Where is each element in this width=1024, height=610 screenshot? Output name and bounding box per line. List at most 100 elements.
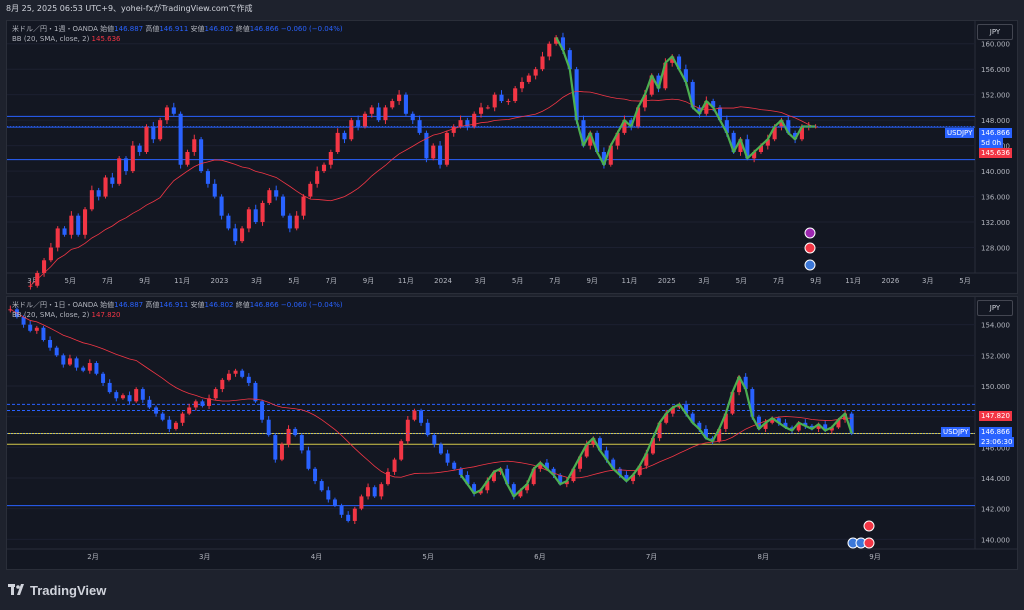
candle-body <box>167 419 172 429</box>
candle-body <box>287 215 292 229</box>
candle-body <box>352 508 357 521</box>
daily-chart-panel[interactable]: 154.000152.000150.000148.000146.000144.0… <box>6 296 1018 570</box>
candle-body <box>280 196 286 216</box>
currency-button[interactable]: JPY <box>977 300 1013 316</box>
candle-body <box>342 132 347 140</box>
candle-body <box>584 444 589 457</box>
candle-body <box>823 424 828 431</box>
candle-body <box>518 490 523 497</box>
candle-body <box>636 107 641 127</box>
candle-body <box>591 438 596 445</box>
x-tick-label: 8月 <box>758 553 769 561</box>
candle-body <box>649 75 654 95</box>
candle-body <box>506 101 511 103</box>
candle-body <box>595 132 600 152</box>
candle-body <box>34 327 39 331</box>
candle-body <box>28 285 33 287</box>
candle-body <box>160 413 165 420</box>
candle-body <box>390 101 395 108</box>
candle-body <box>213 389 218 399</box>
candle-body <box>253 382 258 402</box>
candle-body <box>445 453 450 463</box>
event-marker-icon <box>863 537 875 549</box>
daily-ohlc-legend: 米ドル／円・1日・OANDA 始値146.887 高値146.911 安値146… <box>12 300 343 310</box>
legend-open: 146.887 <box>114 25 144 33</box>
candle-body <box>567 50 572 70</box>
candle-body <box>103 177 108 197</box>
candle-body <box>359 496 364 509</box>
candle-body <box>293 428 298 436</box>
candle-body <box>185 152 190 165</box>
candle-body <box>485 481 490 491</box>
candle-body <box>87 363 92 371</box>
candle-body <box>349 120 354 140</box>
legend-high: 146.911 <box>159 25 189 33</box>
candle-body <box>451 126 456 133</box>
footer: TradingView <box>0 572 1024 610</box>
candle-body <box>74 358 79 368</box>
candle-body <box>615 132 620 146</box>
x-tick-label: 3月 <box>698 277 709 285</box>
candle-body <box>499 94 504 102</box>
candle-body <box>120 395 125 399</box>
candle-body <box>711 101 716 108</box>
x-tick-label: 2月 <box>87 553 98 561</box>
candle-body <box>571 468 576 482</box>
candle-body <box>664 413 669 423</box>
candle-body <box>723 413 728 429</box>
bb-value: 147.820 <box>91 311 121 319</box>
candle-body <box>513 88 518 102</box>
x-tick-label: 3月 <box>922 277 933 285</box>
candle-body <box>96 190 101 197</box>
candle-body <box>731 132 736 152</box>
candle-body <box>670 56 675 63</box>
weekly-chart-panel[interactable]: 160.000156.000152.000148.000144.000140.0… <box>6 20 1018 294</box>
candle-body <box>424 132 429 159</box>
x-tick-label: 7月 <box>326 277 337 285</box>
zigzag-overlay-line <box>459 375 853 498</box>
candle-body <box>611 459 616 469</box>
candle-body <box>260 202 265 223</box>
candle-body <box>492 94 497 108</box>
candle-body <box>366 487 371 497</box>
x-tick-label: 9月 <box>363 277 374 285</box>
candle-body <box>849 413 854 434</box>
candle-body <box>226 215 231 229</box>
currency-button[interactable]: JPY <box>977 24 1013 40</box>
screenshot-header: 8月 25, 2025 06:53 UTC+9、yohei-fxがTrading… <box>0 0 1024 18</box>
candle-body <box>417 120 422 133</box>
y-tick-label: 154.000 <box>981 322 1010 330</box>
x-tick-label: 2026 <box>882 277 900 285</box>
candle-body <box>193 401 198 408</box>
candle-body <box>558 474 563 485</box>
candle-body <box>154 407 159 414</box>
candle-body <box>308 183 313 197</box>
x-tick-label: 11月 <box>845 277 861 285</box>
y-tick-label: 142.000 <box>981 506 1010 514</box>
candle-body <box>750 389 755 417</box>
x-tick-label: 2025 <box>658 277 676 285</box>
candle-body <box>107 382 112 393</box>
y-tick-label: 144.000 <box>981 475 1010 483</box>
candle-body <box>485 107 490 109</box>
candle-body <box>226 373 231 380</box>
candle-body <box>273 435 278 460</box>
candle-body <box>478 490 483 494</box>
candle-body <box>745 139 750 159</box>
y-tick-label: 152.000 <box>981 92 1010 100</box>
legend-change: −0.060 (−0.04%) <box>280 25 343 33</box>
candle-body <box>246 209 251 229</box>
legend-high-label: 高値 <box>145 25 160 33</box>
candle-body <box>547 43 552 57</box>
symbol-tag: USDJPY <box>941 427 971 437</box>
daily-chart-canvas[interactable]: 154.000152.000150.000148.000146.000144.0… <box>7 297 1017 569</box>
candle-body <box>690 413 695 423</box>
candle-body <box>779 120 784 127</box>
candle-body <box>410 113 415 121</box>
candle-body <box>130 145 135 172</box>
weekly-chart-canvas[interactable]: 160.000156.000152.000148.000144.000140.0… <box>7 21 1017 293</box>
candle-body <box>315 171 320 184</box>
candle-body <box>551 468 556 475</box>
candle-body <box>601 152 606 165</box>
candle-body <box>452 462 457 469</box>
